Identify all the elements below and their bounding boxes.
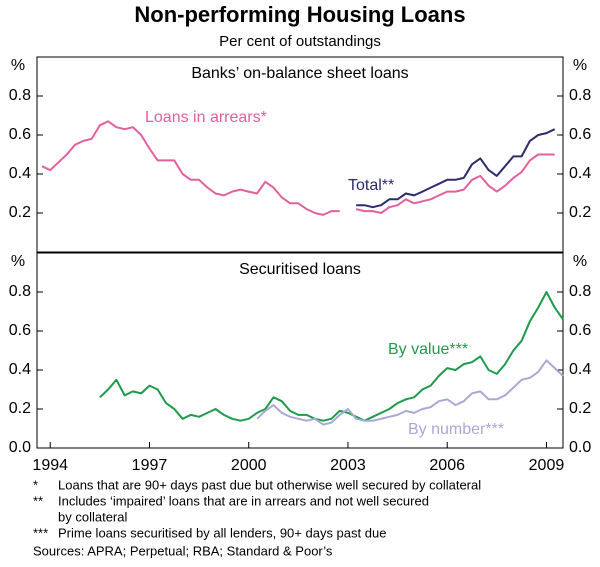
sources: Sources: APRA; Perpetual; RBA; Standard … [33, 543, 333, 558]
y-tick-label: 0.4 [9, 165, 31, 182]
x-tick-label: 2000 [231, 457, 267, 474]
plot-frame [36, 56, 564, 253]
y-axis-label: % [11, 57, 25, 74]
x-tick-label: 2006 [429, 457, 465, 474]
footnote-text: by collateral [58, 509, 127, 524]
y-axis-label: % [573, 57, 587, 74]
series-line [99, 291, 564, 422]
y-tick-label: 0.2 [569, 204, 591, 221]
footnote-marker: *** [33, 525, 48, 540]
series-label: Loans in arrears* [145, 109, 267, 126]
y-tick-label: 0.6 [9, 322, 31, 339]
y-tick-label: 0.8 [569, 87, 591, 104]
footnote-text: Loans that are 90+ days past due but oth… [58, 477, 481, 492]
y-tick-label: 0.2 [9, 400, 31, 417]
series-label: Total** [348, 177, 394, 194]
panel-title: Banks’ on-balance sheet loans [191, 65, 408, 82]
y-tick-label: 0.0 [569, 439, 591, 456]
y-tick-label: 0.4 [569, 165, 591, 182]
x-tick-label: 1997 [132, 457, 168, 474]
y-tick-label: 0.2 [9, 204, 31, 221]
plot-frame [36, 252, 564, 449]
y-tick-label: 0.0 [9, 439, 31, 456]
y-tick-label: 0.4 [569, 361, 591, 378]
footnote-marker: ** [33, 493, 43, 508]
series-label: By value*** [388, 341, 468, 358]
series-label: By number*** [408, 421, 504, 438]
y-tick-label: 0.6 [569, 126, 591, 143]
y-tick-label: 0.4 [9, 361, 31, 378]
y-tick-label: 0.8 [9, 87, 31, 104]
footnote-marker: * [33, 477, 38, 492]
y-axis-label: % [11, 253, 25, 270]
x-tick-label: 2009 [529, 457, 565, 474]
series-line [256, 359, 564, 426]
x-tick-label: 1994 [32, 457, 68, 474]
series-line [356, 128, 556, 209]
y-tick-label: 0.6 [9, 126, 31, 143]
footnote-text: Prime loans securitised by all lenders, … [58, 525, 386, 540]
x-tick-label: 2003 [330, 457, 366, 474]
y-tick-label: 0.2 [569, 400, 591, 417]
y-tick-label: 0.8 [9, 283, 31, 300]
y-axis-label: % [573, 253, 587, 270]
panel-title: Securitised loans [239, 261, 361, 278]
y-tick-label: 0.8 [569, 283, 591, 300]
y-tick-label: 0.6 [569, 322, 591, 339]
chart-title: Non-performing Housing Loans [134, 2, 465, 27]
chart-subtitle: Per cent of outstandings [219, 33, 381, 50]
series-line [41, 120, 555, 216]
footnote-text: Includes ‘impaired’ loans that are in ar… [58, 493, 429, 508]
